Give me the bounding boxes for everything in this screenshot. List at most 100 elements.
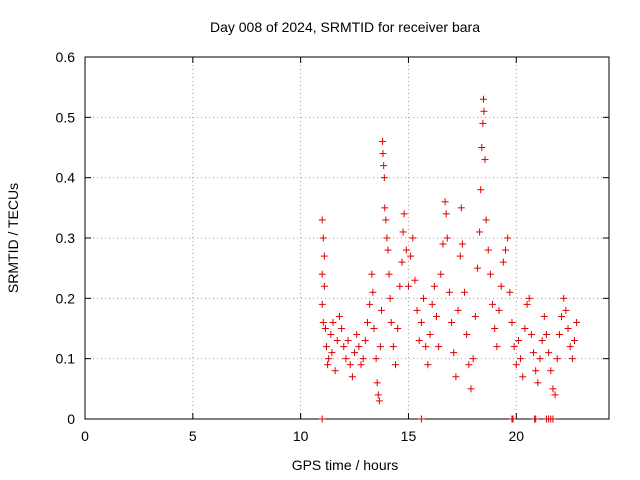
data-point bbox=[480, 107, 488, 115]
data-point bbox=[540, 312, 548, 320]
data-point bbox=[441, 198, 449, 206]
data-point bbox=[547, 367, 555, 375]
data-point bbox=[476, 228, 484, 236]
data-point bbox=[400, 210, 408, 218]
data-point bbox=[479, 95, 487, 103]
data-point bbox=[560, 294, 568, 302]
data-point bbox=[479, 119, 487, 127]
data-point bbox=[564, 325, 572, 332]
data-point bbox=[482, 216, 490, 224]
data-point bbox=[549, 415, 557, 423]
x-tick-label: 20 bbox=[508, 428, 524, 444]
x-axis-label: GPS time / hours bbox=[292, 457, 399, 473]
data-point bbox=[373, 379, 381, 387]
data-point bbox=[465, 361, 473, 369]
data-point bbox=[538, 337, 546, 345]
data-point bbox=[508, 318, 516, 326]
data-point bbox=[545, 349, 553, 357]
data-points bbox=[318, 95, 581, 423]
data-point bbox=[387, 318, 395, 326]
data-point bbox=[375, 397, 383, 405]
data-point bbox=[452, 373, 460, 381]
data-point bbox=[320, 282, 328, 290]
data-point bbox=[374, 391, 382, 399]
data-point bbox=[499, 258, 507, 266]
data-point bbox=[379, 150, 387, 158]
x-tick-label: 5 bbox=[189, 428, 197, 444]
data-point bbox=[501, 246, 509, 254]
data-point bbox=[324, 361, 332, 369]
data-point bbox=[458, 240, 466, 248]
data-point bbox=[319, 318, 327, 326]
data-point bbox=[442, 210, 450, 218]
data-point bbox=[329, 318, 337, 326]
y-tick-label: 0.4 bbox=[56, 170, 76, 186]
data-point bbox=[409, 234, 417, 242]
data-point bbox=[422, 343, 430, 351]
data-point bbox=[369, 288, 377, 296]
data-point bbox=[467, 385, 475, 393]
data-point bbox=[385, 270, 393, 278]
data-point bbox=[495, 306, 503, 314]
y-tick-label: 0.6 bbox=[56, 49, 76, 65]
data-point bbox=[424, 361, 432, 369]
data-point bbox=[381, 204, 389, 212]
data-point bbox=[344, 337, 352, 345]
data-point bbox=[491, 325, 499, 332]
data-point bbox=[551, 391, 559, 399]
data-point bbox=[417, 318, 425, 326]
data-point bbox=[378, 306, 386, 314]
data-point bbox=[532, 415, 540, 423]
data-point bbox=[558, 312, 566, 320]
data-point bbox=[525, 294, 533, 302]
y-tick-label: 0.1 bbox=[56, 351, 76, 367]
data-point bbox=[519, 373, 527, 381]
data-point bbox=[318, 270, 326, 278]
data-point bbox=[384, 246, 392, 254]
data-point bbox=[555, 331, 563, 339]
data-point bbox=[318, 415, 326, 423]
data-point bbox=[407, 252, 415, 260]
data-point bbox=[351, 349, 359, 357]
y-tick-label: 0 bbox=[67, 411, 75, 427]
x-tick-label: 15 bbox=[401, 428, 417, 444]
data-point bbox=[399, 228, 407, 236]
data-point bbox=[573, 318, 581, 326]
data-point bbox=[456, 252, 464, 260]
data-point bbox=[534, 379, 542, 387]
data-point bbox=[562, 306, 570, 314]
data-point bbox=[532, 367, 540, 375]
data-point bbox=[450, 349, 458, 357]
data-point bbox=[372, 355, 380, 363]
data-point bbox=[382, 216, 390, 224]
data-point bbox=[383, 234, 391, 242]
data-point bbox=[380, 174, 388, 182]
y-axis-label: SRMTID / TECUs bbox=[5, 183, 21, 293]
y-tick-label: 0.3 bbox=[56, 230, 76, 246]
data-point bbox=[340, 343, 348, 351]
data-point bbox=[506, 288, 514, 296]
data-point bbox=[398, 258, 406, 266]
data-point bbox=[359, 355, 367, 363]
data-point bbox=[361, 337, 369, 345]
data-point bbox=[570, 337, 578, 345]
data-point bbox=[504, 234, 512, 242]
data-point bbox=[481, 156, 489, 164]
data-point bbox=[323, 343, 331, 351]
data-point bbox=[514, 337, 522, 345]
data-point bbox=[402, 246, 410, 254]
data-point bbox=[521, 325, 529, 332]
data-point bbox=[404, 282, 412, 290]
axis-ticks: 0 0.1 0.2 0.3 0.4 0.5 0.6 0 5 10 15 20 bbox=[56, 49, 609, 444]
data-point bbox=[411, 276, 419, 284]
data-point bbox=[443, 234, 451, 242]
y-tick-label: 0.5 bbox=[56, 109, 76, 125]
data-point bbox=[510, 343, 518, 351]
data-point bbox=[325, 355, 333, 363]
data-point bbox=[338, 325, 346, 332]
x-tick-label: 0 bbox=[81, 428, 89, 444]
data-point bbox=[417, 415, 425, 423]
data-point bbox=[463, 331, 471, 339]
data-point bbox=[432, 312, 440, 320]
